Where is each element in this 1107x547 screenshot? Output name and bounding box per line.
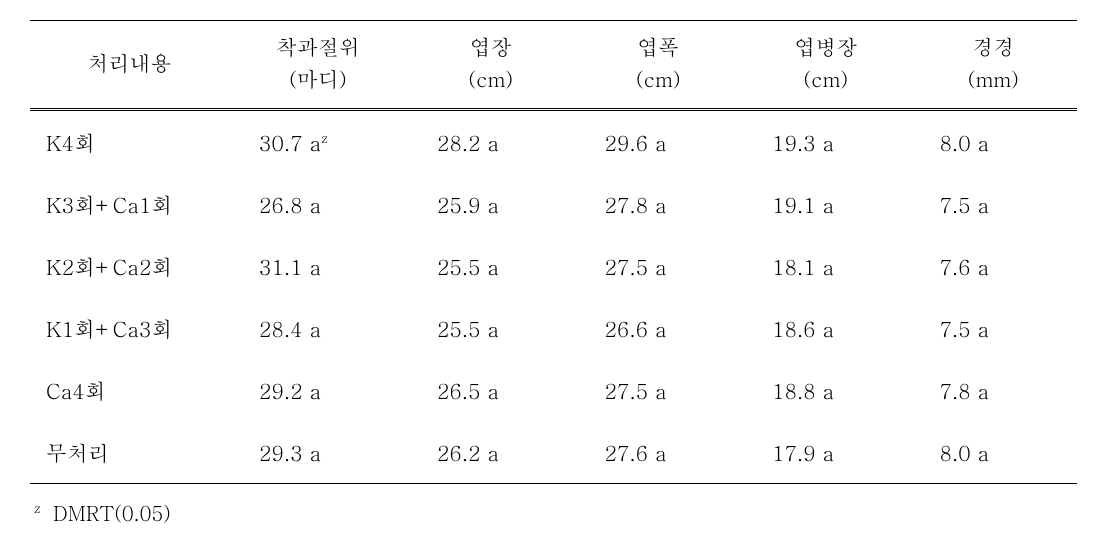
header-label: 엽폭	[637, 31, 679, 61]
footnote-text: DMRT(0.05)	[53, 498, 171, 527]
header-unit: (cm)	[415, 63, 567, 95]
cell-value: 18.8 a	[742, 359, 910, 421]
cell-value: 27.5 a	[574, 235, 742, 297]
cell-treatment: K1회+Ca3회	[30, 297, 229, 359]
table-row: K2회+Ca2회 31.1 a 25.5 a27.5 a18.1 a7.6 a	[30, 235, 1077, 297]
cell-value: 7.6 a	[909, 235, 1077, 297]
table-row: Ca4회 29.2 a 26.5 a27.5 a18.8 a7.8 a	[30, 359, 1077, 421]
cell-value: 26.8 a	[229, 173, 407, 235]
cell-value: 26.6 a	[574, 297, 742, 359]
data-table: 처리내용 착과절위 (마디) 엽장 (cm) 엽폭 (cm) 엽병장 (cm) …	[30, 20, 1077, 484]
table-row: K1회+Ca3회 28.4 a 25.5 a26.6 a18.6 a7.5 a	[30, 297, 1077, 359]
cell-value-text: 31.1 a	[259, 251, 321, 281]
cell-value: 25.9 a	[407, 173, 575, 235]
header-treatment: 처리내용	[30, 21, 229, 110]
cell-value: 27.5 a	[574, 359, 742, 421]
table-row: K3회+Ca1회 26.8 a 25.9 a27.8 a19.1 a7.5 a	[30, 173, 1077, 235]
header-row: 처리내용 착과절위 (마디) 엽장 (cm) 엽폭 (cm) 엽병장 (cm) …	[30, 21, 1077, 110]
header-col5: 경경 (mm)	[909, 21, 1077, 110]
cell-value: 18.6 a	[742, 297, 910, 359]
header-unit: (마디)	[237, 63, 399, 95]
cell-value: 29.2 a	[229, 359, 407, 421]
cell-value: 28.4 a	[229, 297, 407, 359]
cell-value: 26.2 a	[407, 421, 575, 484]
header-label: 엽장	[470, 31, 512, 61]
table-body: K4회30.7 az28.2 a29.6 a19.3 a8.0 aK3회+Ca1…	[30, 110, 1077, 484]
cell-superscript: z	[321, 128, 328, 147]
table-row: K4회30.7 az28.2 a29.6 a19.3 a8.0 a	[30, 110, 1077, 174]
footnote-sup: z	[34, 498, 41, 517]
cell-value: 29.3 a	[229, 421, 407, 484]
table-footnote: z DMRT(0.05)	[30, 484, 1077, 527]
cell-value-text: 28.4 a	[259, 313, 321, 343]
header-label: 경경	[972, 31, 1014, 61]
cell-value: 30.7 az	[229, 110, 407, 174]
cell-treatment: Ca4회	[30, 359, 229, 421]
cell-value: 19.1 a	[742, 173, 910, 235]
cell-value-text: 29.3 a	[259, 437, 321, 467]
cell-treatment: K3회+Ca1회	[30, 173, 229, 235]
header-unit: (cm)	[750, 63, 902, 95]
cell-value-text: 29.2 a	[259, 375, 321, 405]
table-row: 무처리 29.3 a 26.2 a27.6 a17.9 a8.0 a	[30, 421, 1077, 484]
header-col1: 착과절위 (마디)	[229, 21, 407, 110]
cell-value: 8.0 a	[909, 110, 1077, 174]
header-label: 엽병장	[794, 31, 857, 61]
cell-value: 7.8 a	[909, 359, 1077, 421]
cell-value: 26.5 a	[407, 359, 575, 421]
cell-value-text: 30.7 a	[259, 127, 321, 157]
header-col4: 엽병장 (cm)	[742, 21, 910, 110]
cell-value: 17.9 a	[742, 421, 910, 484]
cell-treatment: K4회	[30, 110, 229, 174]
cell-value: 27.8 a	[574, 173, 742, 235]
header-unit: (mm)	[917, 63, 1069, 95]
cell-value: 7.5 a	[909, 173, 1077, 235]
header-unit: (cm)	[582, 63, 734, 95]
cell-value: 18.1 a	[742, 235, 910, 297]
cell-value: 31.1 a	[229, 235, 407, 297]
cell-treatment: 무처리	[30, 421, 229, 484]
header-col2: 엽장 (cm)	[407, 21, 575, 110]
cell-value: 8.0 a	[909, 421, 1077, 484]
cell-value: 28.2 a	[407, 110, 575, 174]
header-col3: 엽폭 (cm)	[574, 21, 742, 110]
cell-value: 7.5 a	[909, 297, 1077, 359]
cell-value: 25.5 a	[407, 235, 575, 297]
cell-value: 29.6 a	[574, 110, 742, 174]
cell-value: 25.5 a	[407, 297, 575, 359]
cell-value: 27.6 a	[574, 421, 742, 484]
cell-treatment: K2회+Ca2회	[30, 235, 229, 297]
header-label: 착과절위	[276, 31, 360, 61]
cell-value: 19.3 a	[742, 110, 910, 174]
cell-value-text: 26.8 a	[259, 189, 321, 219]
header-label: 처리내용	[87, 47, 171, 77]
